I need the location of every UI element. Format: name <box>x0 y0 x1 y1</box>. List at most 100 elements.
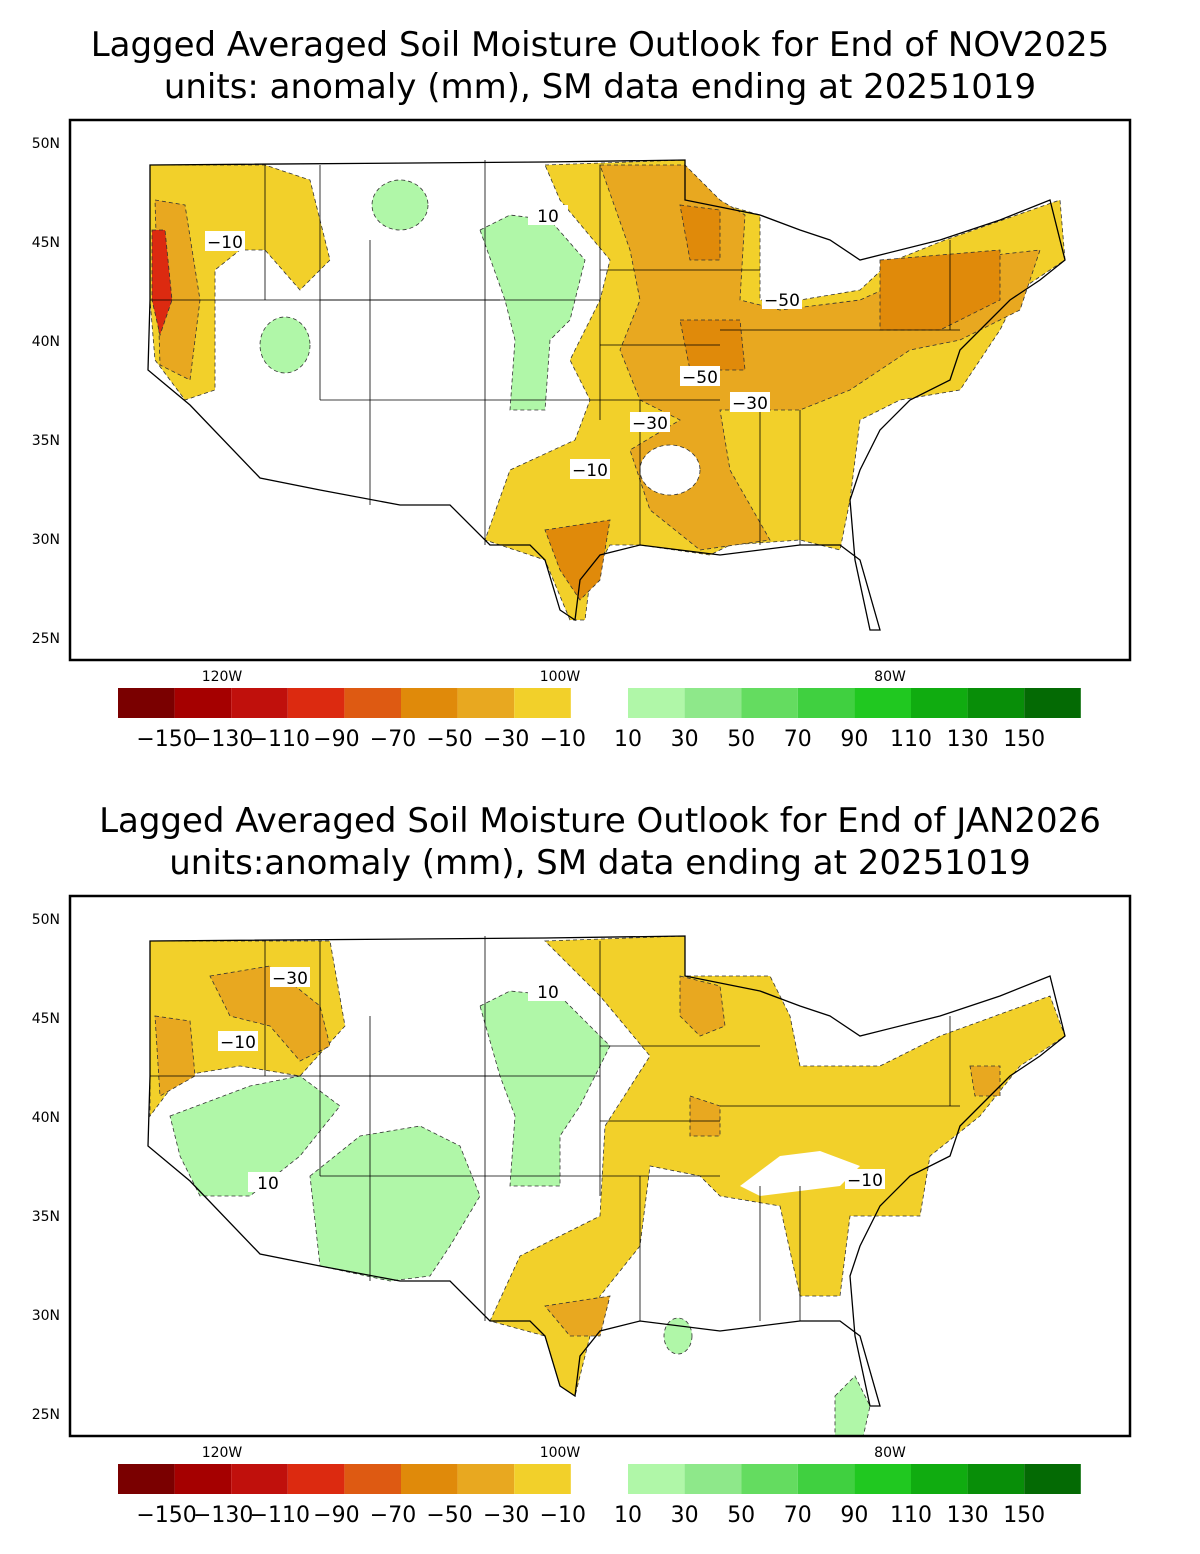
colorbar-box <box>797 1464 855 1494</box>
anomaly-area <box>969 1065 1001 1097</box>
colorbar-box <box>401 688 458 718</box>
map-frame <box>68 894 1132 1438</box>
colorbar-box <box>1024 1464 1081 1494</box>
colorbar-box <box>1024 688 1081 718</box>
anomaly-area <box>689 1095 721 1137</box>
anomaly-area <box>679 204 721 261</box>
colorbar-label: 150 <box>1003 727 1045 752</box>
contour-label-bg <box>570 459 610 479</box>
colorbar-box <box>911 1464 968 1494</box>
colorbar-label: 30 <box>671 1503 699 1528</box>
colorbar-box <box>118 688 175 718</box>
colorbar-label: 150 <box>1003 1503 1045 1528</box>
colorbar-box <box>287 688 345 718</box>
colorbar-box <box>174 1464 232 1494</box>
colorbar-box <box>118 1464 175 1494</box>
contour-label: −10 <box>847 1171 883 1191</box>
colorbar-label: −70 <box>370 1503 416 1528</box>
colorbar-box <box>457 1464 515 1494</box>
map-title: Lagged Averaged Soil Moisture Outlook fo… <box>99 801 1101 841</box>
colorbar-box <box>628 1464 685 1494</box>
contour-label: 10 <box>537 207 559 227</box>
lon-label: 120W <box>202 669 243 685</box>
anomaly-area <box>544 1295 611 1337</box>
anomaly-area <box>679 975 726 1037</box>
map-panel: Lagged Averaged Soil Moisture Outlook fo… <box>32 25 1132 752</box>
anomaly-area <box>639 444 701 496</box>
colorbar-box <box>287 1464 345 1494</box>
lon-label: 80W <box>874 1445 906 1461</box>
colorbar-box <box>174 688 232 718</box>
anomaly-area <box>151 229 173 337</box>
colorbar-label: 70 <box>784 727 812 752</box>
colorbar-label: 130 <box>947 1503 989 1528</box>
contour-label: 10 <box>257 1174 279 1194</box>
colorbar-label: 110 <box>890 1503 932 1528</box>
us-outline <box>147 159 1066 631</box>
contour-label-bg <box>762 289 802 309</box>
colorbar-label: −50 <box>426 1503 472 1528</box>
contour-label: −10 <box>207 233 243 253</box>
anomaly-area <box>879 249 1001 331</box>
contour-label: −50 <box>682 368 718 388</box>
colorbar-label: −90 <box>313 727 359 752</box>
colorbar-box <box>344 1464 401 1494</box>
anomaly-area <box>309 1125 481 1282</box>
lat-label: 40N <box>32 1110 60 1126</box>
contour-label-bg <box>680 366 720 386</box>
colorbar-label: 30 <box>671 727 699 752</box>
colorbar-label: 50 <box>727 1503 755 1528</box>
map-body <box>147 935 1066 1436</box>
colorbar-label: −70 <box>370 727 416 752</box>
colorbar-box <box>684 1464 742 1494</box>
colorbar-box <box>967 1464 1025 1494</box>
colorbar-label: 10 <box>614 1503 642 1528</box>
colorbar-label: 90 <box>840 727 868 752</box>
colorbar-box <box>911 688 968 718</box>
colorbar-label: 10 <box>614 727 642 752</box>
contour-label-bg <box>205 231 245 251</box>
colorbar-label: −150 <box>136 727 196 752</box>
colorbar-box <box>684 688 742 718</box>
contour-label: −50 <box>764 291 800 311</box>
lat-label: 25N <box>32 631 60 647</box>
contour-label: −30 <box>732 394 768 414</box>
colorbar-box <box>797 688 855 718</box>
colorbar-box <box>741 1464 798 1494</box>
contour-label: −10 <box>572 461 608 481</box>
anomaly-area <box>544 519 611 601</box>
colorbar-box <box>854 688 911 718</box>
anomaly-area <box>834 1375 871 1436</box>
colorbar-box <box>741 688 798 718</box>
colorbar-label: −10 <box>540 1503 586 1528</box>
colorbar-label: −50 <box>426 727 472 752</box>
contour-label-bg <box>528 205 568 225</box>
contour-label-bg <box>270 967 310 987</box>
anomaly-area <box>154 1015 196 1097</box>
colorbar-label: 130 <box>947 727 989 752</box>
colorbar-box <box>231 1464 288 1494</box>
lon-label: 80W <box>874 669 906 685</box>
lat-label: 45N <box>32 1011 60 1027</box>
lat-label: 30N <box>32 1308 60 1324</box>
colorbar-label: 70 <box>784 1503 812 1528</box>
contour-label-bg <box>845 1169 885 1189</box>
contour-label-bg <box>528 981 568 1001</box>
colorbar-label: −150 <box>136 1503 196 1528</box>
colorbar-label: 50 <box>727 727 755 752</box>
colorbar-label: 90 <box>840 1503 868 1528</box>
anomaly-area <box>259 316 311 374</box>
colorbar-box <box>514 688 571 718</box>
colorbar-box <box>967 688 1025 718</box>
contour-label-bg <box>248 1172 288 1192</box>
contour-label-bg <box>730 392 770 412</box>
colorbar-box <box>344 688 401 718</box>
colorbar-box <box>628 688 685 718</box>
anomaly-area <box>371 179 429 231</box>
map-panel: Lagged Averaged Soil Moisture Outlook fo… <box>32 801 1132 1528</box>
anomaly-area <box>479 214 586 411</box>
colorbar-box <box>457 688 515 718</box>
colorbar-label: −30 <box>483 1503 529 1528</box>
contour-label: −10 <box>220 1033 256 1053</box>
